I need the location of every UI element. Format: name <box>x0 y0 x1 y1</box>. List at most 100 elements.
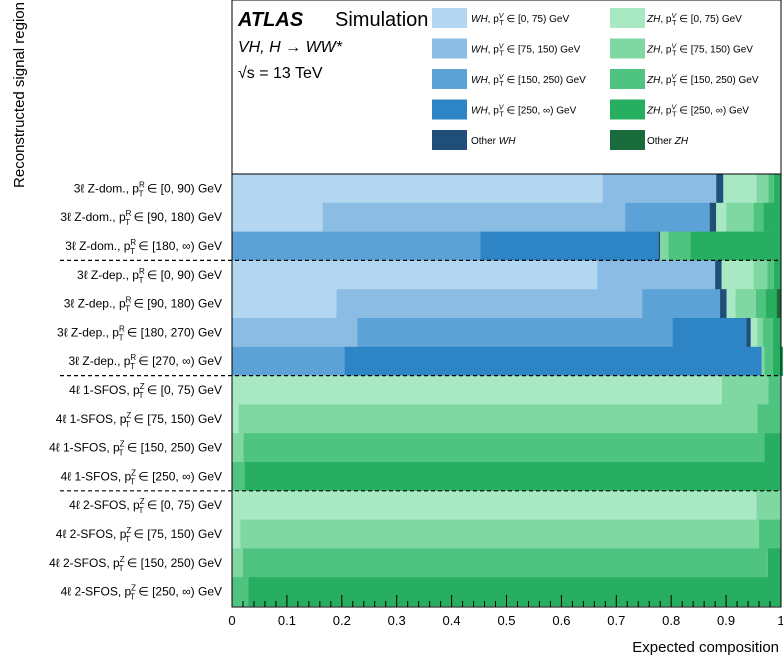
x-tick-label-6: 0.6 <box>552 613 570 628</box>
category-label-4: 3ℓ Z-dep., pR T ∈ [90, 180) GeV <box>64 296 222 314</box>
x-tick-label-0: 0 <box>228 613 235 628</box>
bar-segment-row5-series1 <box>232 318 358 348</box>
bar-segment-row2-series6 <box>660 231 669 261</box>
bar-segment-row0-series8 <box>773 174 781 204</box>
x-tick-label-10: 1 <box>777 613 783 628</box>
bar-segment-row10-series8 <box>244 462 781 492</box>
energy-label: √s = 13 TeV <box>238 65 323 82</box>
bar-segment-row4-series2 <box>642 289 721 319</box>
legend-swatch-0 <box>432 8 467 28</box>
bar-segment-row6-series6 <box>761 346 765 376</box>
category-label-10: 4ℓ 1-SFOS, pZ T ∈ [250, ∞) GeV <box>61 468 222 486</box>
bar-segment-row4-series0 <box>232 289 337 319</box>
experiment-label: ATLAS <box>237 9 304 31</box>
bar-segment-row0-series7 <box>768 174 774 204</box>
bar-segment-row1-series6 <box>726 202 754 232</box>
legend-label-4: Other WH <box>471 136 516 147</box>
bar-segment-row4-series7 <box>755 289 766 319</box>
bar-segment-row1-series1 <box>322 202 626 232</box>
bar-segment-row7-series6 <box>721 375 769 405</box>
bar-segment-row4-series4 <box>720 289 727 319</box>
bar-segment-row9-series8 <box>764 433 781 463</box>
bar-segment-row2-series8 <box>690 231 781 261</box>
bar-segment-row1-series2 <box>625 202 710 232</box>
bar-segment-row5-series4 <box>746 318 751 348</box>
bar-segment-row9-series7 <box>243 433 765 463</box>
bar-segment-row4-series6 <box>735 289 756 319</box>
bar-segment-row6-series7 <box>764 346 773 376</box>
bar-segment-row0-series1 <box>602 174 717 204</box>
bar-segment-row6-series8 <box>772 346 783 376</box>
category-label-5: 3ℓ Z-dep., pR T ∈ [180, 270) GeV <box>57 324 222 342</box>
bar-segment-row5-series7 <box>762 318 773 348</box>
bar-segment-row0-series6 <box>756 174 769 204</box>
legend-swatch-9 <box>610 130 645 150</box>
bar-segment-row3-series7 <box>767 260 774 290</box>
bar-segment-row5-series3 <box>672 318 747 348</box>
bar-segment-row3-series8 <box>773 260 781 290</box>
category-label-7: 4ℓ 1-SFOS, pZ T ∈ [0, 75) GeV <box>69 382 222 400</box>
legend-label-8: ZH, pV T ∈ [250, ∞) GeV <box>646 105 749 119</box>
x-tick-label-7: 0.7 <box>607 613 625 628</box>
legend-label-2: WH, pV T ∈ [150, 250) GeV <box>471 74 586 88</box>
legend-swatch-6 <box>610 38 645 59</box>
category-label-0: 3ℓ Z-dom., pR T ∈ [0, 90) GeV <box>74 180 222 198</box>
category-label-2: 3ℓ Z-dom., pR T ∈ [180, ∞) GeV <box>65 238 222 256</box>
category-label-8: 4ℓ 1-SFOS, pZ T ∈ [75, 150) GeV <box>56 411 222 429</box>
bar-segment-row14-series8 <box>248 577 782 607</box>
bar-segment-row5-series2 <box>357 318 673 348</box>
bar-segment-row9-series6 <box>232 433 244 463</box>
bar-segment-row8-series7 <box>757 404 781 434</box>
bar-segment-row12-series7 <box>759 519 781 549</box>
bar-segment-row13-series6 <box>232 548 243 578</box>
bar-segment-row0-series4 <box>716 174 724 204</box>
bar-segment-row13-series7 <box>242 548 768 578</box>
bar-segment-row0-series5 <box>723 174 757 204</box>
bar-segment-row5-series5 <box>750 318 758 348</box>
bar-segment-row12-series5 <box>232 519 241 549</box>
y-axis-title: Reconstructed signal region <box>11 2 28 188</box>
bar-segment-row14-series7 <box>232 577 249 607</box>
bars-layer <box>232 174 783 607</box>
category-label-1: 3ℓ Z-dom., pR T ∈ [90, 180) GeV <box>60 209 222 227</box>
bar-segment-row2-series3 <box>480 231 659 261</box>
category-label-12: 4ℓ 2-SFOS, pZ T ∈ [75, 150) GeV <box>56 526 222 544</box>
x-tick-label-5: 0.5 <box>497 613 515 628</box>
bar-segment-row2-series7 <box>668 231 691 261</box>
legend: WH, pV T ∈ [0, 75) GeV WH, pV T ∈ [75, 150)… <box>432 8 759 150</box>
bar-segment-row4-series8 <box>765 289 777 319</box>
bar-segment-row1-series4 <box>709 202 717 232</box>
bar-segment-row3-series5 <box>721 260 754 290</box>
bar-segment-row10-series7 <box>232 462 245 492</box>
legend-label-7: ZH, pV T ∈ [150, 250) GeV <box>646 74 759 88</box>
legend-swatch-7 <box>610 69 645 89</box>
x-tick-label-3: 0.3 <box>388 613 406 628</box>
x-tick-label-2: 0.2 <box>333 613 351 628</box>
bar-segment-row5-series8 <box>772 318 781 348</box>
bar-segment-row3-series6 <box>753 260 768 290</box>
bar-segment-row2-series2 <box>232 231 481 261</box>
legend-label-5: ZH, pV T ∈ [0, 75) GeV <box>646 13 742 27</box>
legend-label-1: WH, pV T ∈ [75, 150) GeV <box>471 44 581 58</box>
x-tick-label-8: 0.8 <box>662 613 680 628</box>
category-labels: 3ℓ Z-dom., pR T ∈ [0, 90) GeV 3ℓ Z-dom., p… <box>49 180 222 601</box>
legend-label-0: WH, pV T ∈ [0, 75) GeV <box>471 13 569 27</box>
category-label-14: 4ℓ 2-SFOS, pZ T ∈ [250, ∞) GeV <box>61 584 222 602</box>
category-label-3: 3ℓ Z-dep., pR T ∈ [0, 90) GeV <box>77 267 222 285</box>
legend-label-6: ZH, pV T ∈ [75, 150) GeV <box>646 44 753 58</box>
x-tick-label-4: 0.4 <box>443 613 461 628</box>
x-axis-title: Expected composition <box>632 639 779 656</box>
category-label-9: 4ℓ 1-SFOS, pZ T ∈ [150, 250) GeV <box>49 440 222 458</box>
bar-segment-row1-series0 <box>232 202 323 232</box>
bar-segment-row1-series5 <box>716 202 727 232</box>
bar-segment-row4-series9 <box>776 289 781 319</box>
bar-segment-row2-series4 <box>658 231 661 261</box>
bar-segment-row12-series6 <box>240 519 760 549</box>
x-tick-label-1: 0.1 <box>278 613 296 628</box>
group-separators <box>60 259 781 492</box>
bar-segment-row11-series6 <box>756 490 781 520</box>
legend-swatch-4 <box>432 130 467 150</box>
legend-swatch-2 <box>432 69 467 89</box>
category-label-11: 4ℓ 2-SFOS, pZ T ∈ [0, 75) GeV <box>69 497 222 515</box>
